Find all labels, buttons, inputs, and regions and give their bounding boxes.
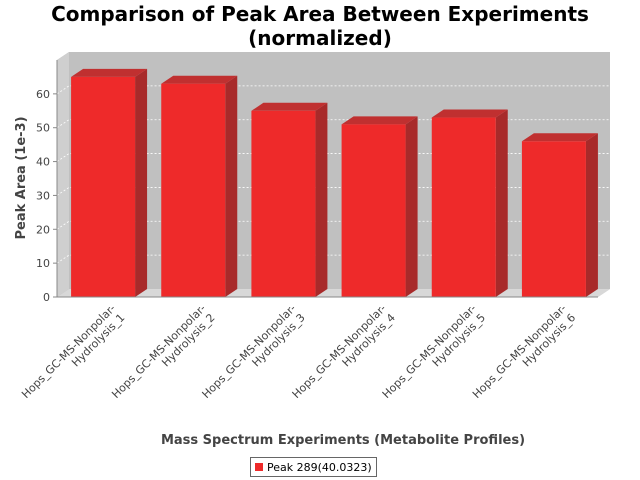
bar-side — [495, 109, 508, 297]
bar-front — [251, 110, 316, 298]
bar — [431, 109, 508, 297]
x-category-label-line: Hops_GC-MS-Nonpolar- — [290, 302, 389, 401]
bar — [161, 75, 238, 297]
y-tick-label: 0 — [43, 291, 50, 304]
x-category-label-line: Hops_GC-MS-Nonpolar- — [380, 302, 479, 401]
axes — [56, 60, 598, 298]
legend-swatch — [255, 463, 263, 471]
bar-top — [71, 68, 148, 77]
bar-top — [521, 133, 598, 142]
y-tick-label: 50 — [36, 122, 50, 135]
x-axis-categories: Hops_GC-MS-Nonpolar-Hydrolysis_1Hops_GC-… — [19, 302, 578, 410]
gridline — [56, 220, 610, 230]
bar-top — [341, 116, 418, 125]
x-category-label-line: Hops_GC-MS-Nonpolar- — [19, 302, 118, 401]
y-tick-label: 40 — [36, 156, 50, 169]
y-tick-label: 30 — [36, 189, 50, 202]
gridline — [56, 119, 610, 129]
chart-title-line-2: (normalized) — [248, 26, 392, 50]
bar-top — [251, 102, 328, 111]
bar — [341, 116, 418, 297]
bar-top — [161, 75, 238, 84]
y-tick-label: 20 — [36, 223, 50, 236]
bar-front — [341, 124, 406, 297]
y-tick-label: 60 — [36, 88, 50, 101]
gridline — [56, 254, 610, 264]
bar-side — [405, 116, 418, 297]
legend: Peak 289(40.0323) — [250, 457, 377, 477]
bar — [251, 102, 328, 298]
chart-title-line-1: Comparison of Peak Area Between Experime… — [51, 2, 589, 26]
gridline — [56, 187, 610, 196]
legend-label: Peak 289(40.0323) — [267, 460, 372, 474]
bar — [521, 133, 598, 297]
gridline — [56, 85, 610, 95]
bar-front — [161, 83, 226, 297]
y-tick-label: 10 — [36, 257, 50, 270]
gridline — [56, 153, 610, 162]
x-axis-title: Mass Spectrum Experiments (Metabolite Pr… — [161, 433, 525, 448]
bar-top — [431, 109, 508, 118]
bar-series — [71, 68, 598, 298]
bar-side — [135, 68, 148, 297]
bar-side — [585, 133, 598, 297]
y-axis-ticks: 0 10 20 30 40 50 60 — [36, 88, 57, 304]
x-category-label-line: Hops_GC-MS-Nonpolar- — [109, 302, 208, 401]
y-axis-title: Peak Area (1e-3) — [14, 116, 29, 239]
x-category-label-line: Hops_GC-MS-Nonpolar- — [470, 302, 569, 401]
x-category-label-line: Hops_GC-MS-Nonpolar- — [199, 302, 298, 401]
plot-side-wall — [57, 52, 69, 297]
bar-front — [431, 117, 496, 297]
chart-title: Comparison of Peak Area Between Experime… — [0, 2, 640, 50]
x-category-label: Hops_GC-MS-Nonpolar-Hydrolysis_6 — [470, 302, 578, 410]
bar-front — [71, 76, 136, 297]
bar — [71, 68, 148, 297]
bar-front — [521, 141, 586, 297]
bar-side — [225, 75, 238, 297]
gridlines — [56, 85, 610, 264]
bar-side — [315, 102, 328, 298]
